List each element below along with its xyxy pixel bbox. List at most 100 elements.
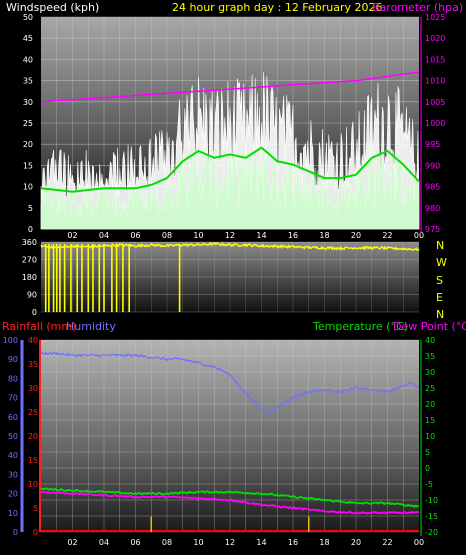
- x-tick-label: 12: [225, 538, 235, 547]
- wind-panel-axes: 0510152025303540455097598098599099510001…: [23, 13, 446, 240]
- x-tick-label: 20: [351, 231, 361, 240]
- windspeed-axis-label: Windspeed (kph): [6, 1, 99, 14]
- x-tick-label: 18: [319, 538, 329, 547]
- rainfall-tick-label: 15: [28, 456, 38, 465]
- y-tick-label: 20: [23, 140, 33, 149]
- rainfall-tick-label: 0: [33, 528, 38, 537]
- y2-tick-label: 985: [425, 183, 440, 192]
- y-tick-label: 10: [23, 183, 33, 192]
- temperature-tick-label: 5: [425, 448, 430, 457]
- x-tick-label: 06: [130, 538, 140, 547]
- humidity-tick-label: 80: [8, 374, 18, 383]
- y-tick-label: 0: [28, 225, 33, 234]
- rainfall-tick-label: 20: [28, 432, 38, 441]
- temperature-axis-label: Temperature (°C): [312, 320, 408, 333]
- temperature-tick-label: 35: [425, 352, 435, 361]
- x-tick-label: 12: [225, 231, 235, 240]
- x-tick-label: 18: [319, 231, 329, 240]
- y2-tick-label: 990: [425, 161, 440, 170]
- temperature-tick-label: 0: [425, 464, 430, 473]
- rainfall-tick-label: 35: [28, 360, 38, 369]
- humidity-tick-label: 30: [8, 470, 18, 479]
- temperature-tick-label: 15: [425, 416, 435, 425]
- x-tick-label: 10: [193, 538, 203, 547]
- x-tick-label: 00: [414, 231, 424, 240]
- chart-title: 24 hour graph day : 12 February 2026: [172, 1, 383, 14]
- y2-tick-label: 1000: [425, 119, 445, 128]
- rainfall-axis-label: Rainfall (mm): [2, 320, 76, 333]
- x-tick-label: 10: [193, 231, 203, 240]
- temperature-tick-label: 10: [425, 432, 435, 441]
- y2-tick-label: 975: [425, 225, 440, 234]
- x-tick-label: 22: [382, 538, 392, 547]
- compass-label-n2: N: [436, 308, 444, 321]
- x-tick-label: 04: [99, 231, 109, 240]
- y-tick-label: 5: [28, 204, 33, 213]
- y-tick-label: 30: [23, 98, 33, 107]
- x-tick-label: 08: [162, 231, 172, 240]
- humidity-tick-label: 100: [3, 336, 18, 345]
- y-tick-label: 90: [27, 291, 37, 300]
- y-tick-label: 45: [23, 34, 33, 43]
- y-tick-label: 15: [23, 161, 33, 170]
- y2-tick-label: 1025: [425, 13, 445, 22]
- x-tick-label: 02: [67, 231, 77, 240]
- humidity-tick-label: 10: [8, 509, 18, 518]
- y-tick-label: 360: [22, 238, 37, 247]
- wind-panel-series: [40, 71, 420, 230]
- temperature-tick-label: -5: [425, 480, 433, 489]
- humidity-line: [40, 351, 420, 415]
- dewpoint-line: [40, 490, 420, 515]
- humidity-tick-label: 90: [8, 355, 18, 364]
- compass-label-n1: N: [436, 239, 444, 252]
- temperature-tick-label: 30: [425, 368, 435, 377]
- barometer-line: [40, 71, 420, 103]
- compass-label-w: W: [436, 256, 447, 269]
- rainfall-tick-label: 25: [28, 408, 38, 417]
- rainfall-tick-label: 40: [28, 336, 38, 345]
- y-tick-label: 40: [23, 55, 33, 64]
- x-tick-label: 22: [382, 231, 392, 240]
- compass-label-e: E: [436, 291, 443, 304]
- humidity-tick-label: 70: [8, 394, 18, 403]
- x-tick-label: 14: [256, 538, 266, 547]
- temperature-tick-label: 20: [425, 400, 435, 409]
- temperature-tick-label: -20: [425, 528, 438, 537]
- barometer-axis-label: Barometer (hpa): [372, 1, 463, 14]
- x-tick-label: 00: [414, 538, 424, 547]
- temperature-tick-label: -15: [425, 512, 438, 521]
- y2-tick-label: 1005: [425, 98, 445, 107]
- temperature-tick-label: 25: [425, 384, 435, 393]
- humidity-tick-label: 60: [8, 413, 18, 422]
- rainfall-tick-label: 5: [33, 504, 38, 513]
- y-tick-label: 270: [22, 256, 37, 265]
- x-tick-label: 14: [256, 231, 266, 240]
- y-tick-label: 0: [32, 308, 37, 317]
- y2-tick-label: 1015: [425, 55, 445, 64]
- wind-trend-line: [40, 146, 420, 193]
- y2-tick-label: 980: [425, 204, 440, 213]
- x-tick-label: 16: [288, 538, 298, 547]
- x-tick-label: 02: [67, 538, 77, 547]
- direction-panel-series: [40, 242, 420, 312]
- temperature-tick-label: -10: [425, 496, 438, 505]
- x-tick-label: 06: [130, 231, 140, 240]
- x-tick-label: 04: [99, 538, 109, 547]
- y2-tick-label: 1010: [425, 77, 445, 86]
- x-tick-label: 20: [351, 538, 361, 547]
- x-tick-label: 16: [288, 231, 298, 240]
- y2-tick-label: 1020: [425, 34, 445, 43]
- rainfall-tick-label: 30: [28, 384, 38, 393]
- temperature-panel-series: [40, 351, 420, 532]
- y-tick-label: 180: [22, 273, 37, 282]
- compass-label-s: S: [436, 274, 443, 287]
- dewpoint-axis-label: Dew Point (°C): [393, 320, 466, 333]
- temperature-tick-label: 40: [425, 336, 435, 345]
- x-tick-label: 08: [162, 538, 172, 547]
- y-tick-label: 25: [23, 119, 33, 128]
- temperature-panel-axes: -20 -15 -10 -5 0 5 10 15 20 25 30 35 40 0 10 20 30 40 5 06 0…: [3, 336, 438, 547]
- wind-gust-area: [40, 72, 420, 230]
- temperature-line: [40, 487, 419, 508]
- humidity-tick-label: 20: [8, 490, 18, 499]
